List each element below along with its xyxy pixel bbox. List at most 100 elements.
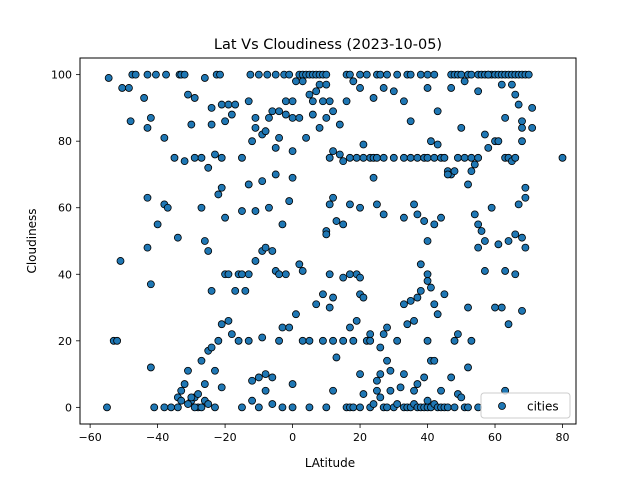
data-point (221, 213, 229, 222)
data-point (453, 330, 462, 339)
data-point (423, 336, 432, 345)
data-point (271, 170, 280, 179)
data-point (103, 403, 111, 412)
data-point (258, 177, 267, 186)
data-point (518, 117, 526, 126)
data-point (359, 293, 368, 302)
data-point (497, 80, 506, 89)
data-point (403, 320, 412, 329)
data-point (162, 70, 170, 79)
data-point (497, 303, 506, 312)
data-point (224, 316, 233, 325)
data-point (187, 393, 196, 402)
data-point (241, 287, 250, 295)
data-point (352, 153, 361, 162)
data-point (514, 200, 523, 209)
data-point (275, 336, 283, 345)
data-point (170, 153, 179, 162)
data-point (420, 217, 429, 225)
data-point (433, 140, 442, 149)
x-axis-ticks: −60 −40 −20 0 20 40 60 80 (79, 424, 570, 444)
y-tick-label: 60 (58, 202, 72, 215)
data-point (187, 120, 196, 129)
data-point (322, 403, 331, 412)
x-tick-label: 80 (556, 431, 570, 444)
data-point (268, 107, 277, 116)
data-point (224, 100, 233, 109)
data-point (251, 123, 260, 132)
data-point (373, 153, 381, 162)
data-point (430, 220, 439, 229)
data-point (480, 237, 489, 245)
data-point (246, 70, 255, 79)
data-point (214, 336, 223, 345)
data-point (285, 323, 294, 332)
data-point (430, 356, 439, 365)
data-point (302, 133, 310, 142)
data-point (329, 293, 337, 302)
data-point (389, 153, 398, 162)
data-point (278, 220, 287, 229)
data-point (430, 300, 439, 309)
data-point (393, 400, 402, 408)
data-point (150, 403, 159, 412)
data-point (524, 70, 533, 79)
data-point (396, 383, 405, 392)
data-point (285, 197, 294, 205)
data-point (346, 153, 354, 162)
data-point (423, 270, 432, 279)
data-point (216, 70, 224, 79)
data-point (211, 366, 219, 375)
data-point (400, 153, 408, 162)
data-point (197, 356, 206, 365)
data-point (376, 370, 385, 378)
data-point (265, 203, 273, 212)
data-point (366, 336, 375, 345)
data-point (346, 70, 354, 79)
data-point (356, 370, 364, 378)
data-point (474, 87, 483, 96)
data-point (211, 150, 219, 159)
x-axis-label: LAtitude (305, 456, 355, 470)
data-point (359, 153, 368, 162)
data-point (349, 403, 358, 412)
data-point (339, 220, 348, 229)
data-point (518, 233, 526, 242)
data-point (393, 70, 402, 79)
data-point (386, 366, 395, 375)
data-point (207, 287, 216, 295)
data-point (131, 70, 140, 79)
data-point (315, 80, 324, 89)
data-point (204, 247, 213, 255)
data-point (413, 293, 422, 302)
data-point (231, 100, 240, 109)
data-point (453, 153, 462, 162)
y-tick-label: 20 (58, 335, 72, 348)
data-point (221, 117, 229, 126)
data-point (369, 173, 378, 182)
data-point (484, 70, 493, 79)
data-point (406, 153, 415, 162)
data-point (373, 386, 381, 395)
data-point (450, 403, 459, 412)
data-point (447, 373, 456, 382)
data-point (406, 296, 415, 305)
data-point (467, 70, 476, 79)
data-point (494, 240, 503, 249)
data-point (335, 150, 344, 159)
data-point (440, 290, 449, 299)
x-tick-label: −60 (79, 431, 102, 444)
data-point (305, 336, 314, 345)
data-point (180, 380, 189, 388)
data-point (450, 167, 459, 176)
data-point (152, 70, 160, 79)
data-point (315, 123, 324, 132)
data-point (511, 270, 520, 279)
data-point (558, 153, 567, 162)
data-point (518, 123, 526, 132)
data-point (248, 137, 256, 146)
data-point (292, 310, 300, 319)
legend: cities (480, 392, 571, 419)
data-point (325, 270, 334, 279)
data-point (329, 147, 337, 156)
